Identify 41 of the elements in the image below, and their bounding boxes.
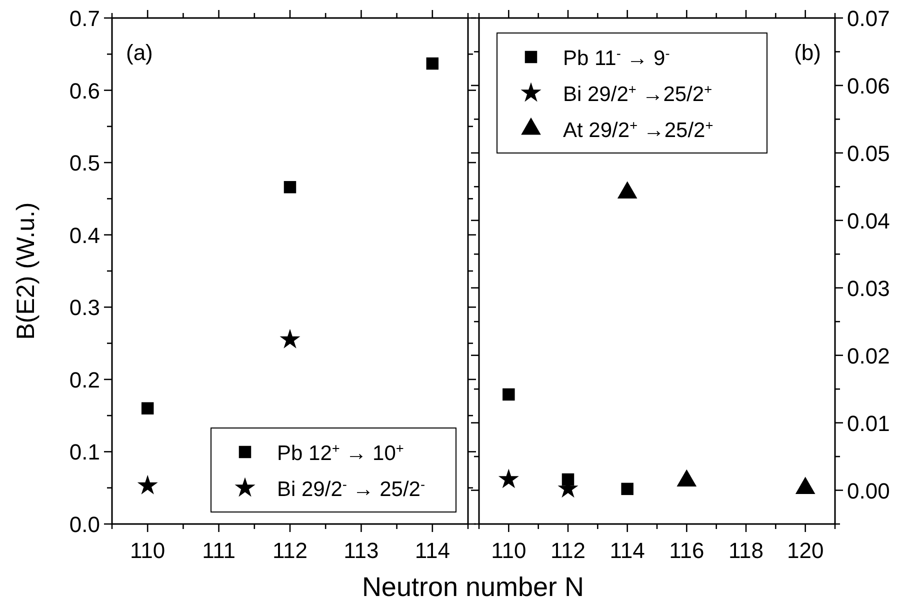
- y-tick-label: 0.6: [69, 78, 100, 104]
- x-tick-label: 114: [610, 538, 645, 563]
- point: [141, 402, 154, 414]
- x-axis-title: Neutron number N: [362, 572, 584, 602]
- y-tick-label: 0.7: [69, 6, 100, 31]
- x-tick-label: 118: [728, 538, 764, 563]
- y-tick-label: 0.4: [69, 222, 100, 248]
- y-tick-label: 0.05: [847, 140, 890, 166]
- legend-label: Pb 12$^{+}$ → 10$^{+}$: [277, 440, 404, 465]
- legend-label: Bi 29/2$^{+}$ →25/2$^{+}$: [563, 82, 712, 106]
- point: [426, 57, 439, 70]
- x-tick-label: 120: [786, 538, 824, 563]
- y-tick-label: 0.5: [69, 150, 100, 176]
- y-tick-label: 0.07: [847, 6, 890, 31]
- y-tick-label: 0.03: [847, 276, 890, 301]
- y-tick-label: 0.00: [847, 478, 890, 504]
- y-tick-label: 0.3: [69, 295, 100, 320]
- y-tick-label: 0.02: [847, 343, 890, 368]
- x-tick-label: 114: [414, 538, 450, 563]
- legend-label: Pb 11$^{-}$ → 9$^{-}$: [563, 46, 670, 70]
- x-tick-label: 110: [130, 538, 166, 563]
- x-tick-label: 112: [272, 538, 308, 563]
- x-tick-label: 113: [344, 538, 379, 563]
- point: [280, 328, 300, 348]
- annotation: (b): [794, 40, 821, 65]
- x-tick-label: 110: [491, 538, 526, 563]
- point: [284, 181, 296, 194]
- y-tick-label: 0.1: [69, 440, 100, 465]
- y-tick-label: 0.04: [847, 208, 890, 234]
- point: [137, 474, 158, 494]
- y-tick-label: 0.2: [69, 367, 100, 392]
- legend-label: At 29/2$^{+}$ →25/2$^{+}$: [563, 118, 714, 142]
- y-tick-label: 0.0: [69, 512, 100, 537]
- annotation: (a): [126, 40, 153, 65]
- legend-label: Bi 29/2$^{-}$ → 25/2$^{-}$: [277, 476, 426, 501]
- y-tick-label: 0.06: [847, 73, 890, 98]
- x-tick-label: 116: [669, 538, 704, 563]
- y-axis-title: B(E2) (W.u.): [12, 202, 40, 340]
- x-tick-label: 112: [550, 538, 586, 563]
- y-tick-label: 0.01: [847, 410, 890, 436]
- x-tick-label: 111: [202, 538, 236, 563]
